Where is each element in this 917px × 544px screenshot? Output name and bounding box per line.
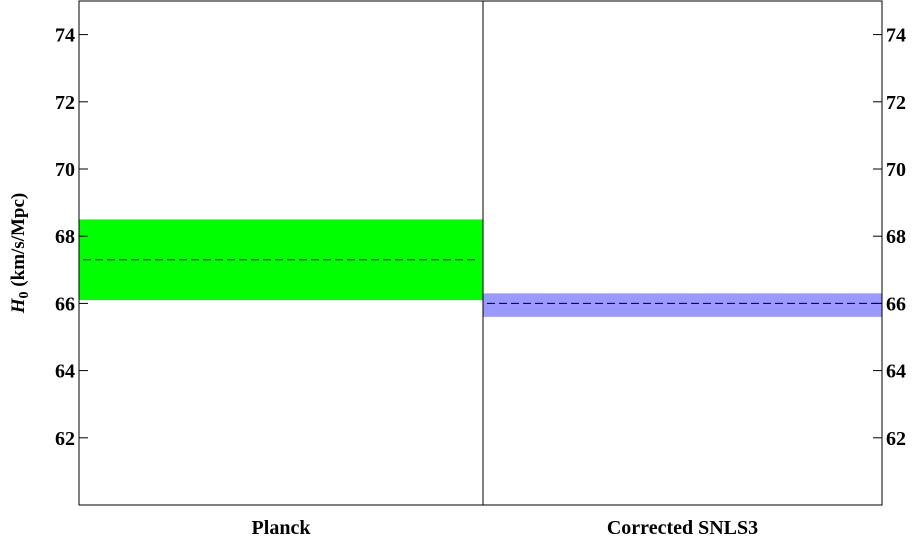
y-axis-unit: (km/s/Mpc) bbox=[8, 193, 29, 292]
y-tick-label-left-72: 72 bbox=[55, 92, 75, 114]
category-label-planck: Planck bbox=[252, 517, 312, 539]
y-tick-label-right-70: 70 bbox=[886, 159, 906, 181]
y-tick-label-right-68: 68 bbox=[886, 226, 906, 248]
y-axis-title: H0 (km/s/Mpc) bbox=[8, 193, 32, 314]
y-tick-label-right-72: 72 bbox=[886, 92, 906, 114]
y-tick-label-right-74: 74 bbox=[886, 25, 906, 47]
bands-layer bbox=[79, 219, 882, 317]
y-tick-label-right-64: 64 bbox=[886, 361, 906, 383]
central-lines-layer bbox=[83, 259, 878, 304]
band-corrected-snls3 bbox=[483, 293, 882, 317]
y-tick-label-left-70: 70 bbox=[55, 159, 75, 181]
y-tick-label-right-62: 62 bbox=[886, 428, 906, 450]
y-tick-label-right-66: 66 bbox=[886, 293, 906, 315]
y-tick-label-left-74: 74 bbox=[55, 25, 75, 47]
y-axis-subscript: 0 bbox=[17, 291, 32, 298]
ticks-layer: 62 62 64 64 66 66 68 68 70 70 72 72 74 74 bbox=[55, 25, 906, 450]
plot-frame bbox=[78, 0, 883, 506]
y-tick-label-left-62: 62 bbox=[55, 428, 75, 450]
category-labels: Planck Corrected SNLS3 bbox=[252, 517, 759, 539]
y-tick-label-left-68: 68 bbox=[55, 226, 75, 248]
y-tick-label-left-66: 66 bbox=[55, 293, 75, 315]
y-axis-symbol: H bbox=[8, 297, 29, 314]
category-label-corrected-snls3: Corrected SNLS3 bbox=[607, 517, 758, 539]
y-tick-label-left-64: 64 bbox=[55, 361, 75, 383]
